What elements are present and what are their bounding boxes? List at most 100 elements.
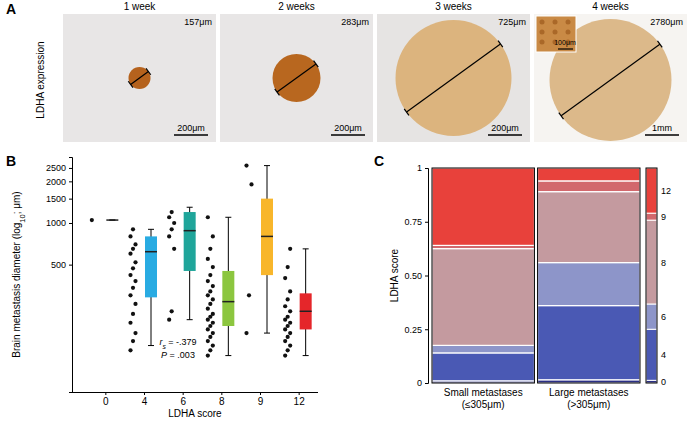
tick-mark [425, 276, 428, 277]
tick-label: 4 [142, 396, 148, 407]
scale-bar [488, 134, 522, 136]
diameter-cap [314, 61, 319, 67]
median [222, 301, 234, 303]
panel-b: B50010001500200025000468912LDHA scoreBra… [6, 153, 318, 419]
tick: 0.75 [404, 217, 428, 227]
legend-label: 6 [661, 312, 666, 322]
tick-mark [69, 223, 72, 224]
tick-label: 500 [51, 260, 66, 270]
point [288, 247, 292, 251]
point [206, 353, 210, 357]
scale-bar-label: 1mm [652, 123, 672, 133]
point [288, 289, 292, 293]
point [90, 218, 94, 222]
figure: ALDHA expression1 week157μm200μm2 weeks2… [0, 0, 693, 422]
text-suffix: ; μm) [11, 191, 22, 214]
mosaic-tile [538, 306, 640, 380]
point [211, 265, 215, 269]
point [206, 215, 210, 219]
tick-label: 12 [294, 396, 306, 407]
inset-image [536, 16, 576, 52]
point [133, 260, 137, 264]
tick: 2000 [46, 177, 72, 187]
point [206, 307, 210, 311]
diameter-cap [275, 89, 280, 95]
inset-scale-bar [558, 48, 573, 49]
diameter-cap [559, 113, 564, 119]
tick: 8 [219, 392, 225, 407]
inset-speckle [553, 20, 558, 25]
rich-text: P = .003 [161, 350, 195, 360]
point [208, 273, 212, 277]
point [286, 265, 290, 269]
point [128, 234, 132, 238]
point [211, 331, 215, 335]
diameter-line [277, 64, 316, 92]
point [131, 266, 135, 270]
micrograph-panel: 2 weeks283μm200μm [220, 1, 373, 142]
whisker-cap [225, 217, 231, 218]
mosaic-tile [538, 263, 640, 306]
scale-bar-label: 200μm [334, 123, 362, 133]
mosaic-tile [432, 353, 534, 381]
point [172, 221, 176, 225]
tick-mark [425, 383, 428, 384]
x-axis: 0468912 [72, 392, 318, 407]
y-axis: 5001000150020002500 [46, 158, 73, 393]
legend-label: 9 [661, 212, 666, 222]
panel-label: C [374, 153, 384, 169]
panel-label: A [6, 1, 16, 17]
tick-mark [144, 392, 145, 395]
y-axis-line [425, 169, 429, 384]
point [206, 293, 210, 297]
legend-swatch [646, 213, 657, 220]
point [172, 247, 176, 251]
panel-title: 2 weeks [278, 1, 315, 12]
tick-label: 8 [219, 396, 225, 407]
micrograph [377, 14, 530, 142]
whisker-cap [264, 333, 270, 334]
point [206, 339, 210, 343]
box [261, 199, 273, 275]
scale-bar [174, 134, 208, 136]
whisker-cap [148, 345, 154, 346]
box [222, 271, 234, 326]
point [211, 297, 215, 301]
tick-label: 6 [180, 396, 186, 407]
diameter-label: 2780μm [650, 17, 683, 27]
point [244, 331, 248, 335]
tick-mark [105, 392, 106, 395]
mosaic-tile [538, 181, 640, 192]
y-axis-title: LDHA score [389, 248, 400, 302]
tick-mark [69, 181, 72, 182]
point [208, 289, 212, 293]
metastasis [396, 20, 512, 136]
point [211, 321, 215, 325]
tick-mark [260, 392, 261, 395]
tick: 1500 [46, 194, 72, 204]
point [286, 335, 290, 339]
legend-label: 4 [661, 350, 666, 360]
tick-mark [425, 329, 428, 330]
tick-mark [425, 168, 428, 169]
point [288, 309, 292, 313]
tick: 0.50 [404, 271, 428, 281]
category-label: Small metastases(≤305μm) [444, 387, 523, 410]
tick: 500 [51, 260, 72, 270]
diameter-cap [657, 41, 662, 47]
diameter-cap [498, 41, 503, 47]
y-axis-line [69, 158, 73, 393]
panel-c: C00.250.500.751LDHA scoreSmall metastase… [374, 153, 671, 410]
micrograph [534, 14, 687, 142]
scale-bar [331, 134, 365, 136]
point [283, 339, 287, 343]
point [133, 279, 137, 283]
point [283, 304, 287, 308]
point [133, 302, 137, 306]
box [184, 212, 196, 271]
median [261, 236, 273, 238]
point [133, 331, 137, 335]
diameter-cap [146, 68, 151, 74]
median [106, 219, 118, 221]
point [133, 242, 137, 246]
